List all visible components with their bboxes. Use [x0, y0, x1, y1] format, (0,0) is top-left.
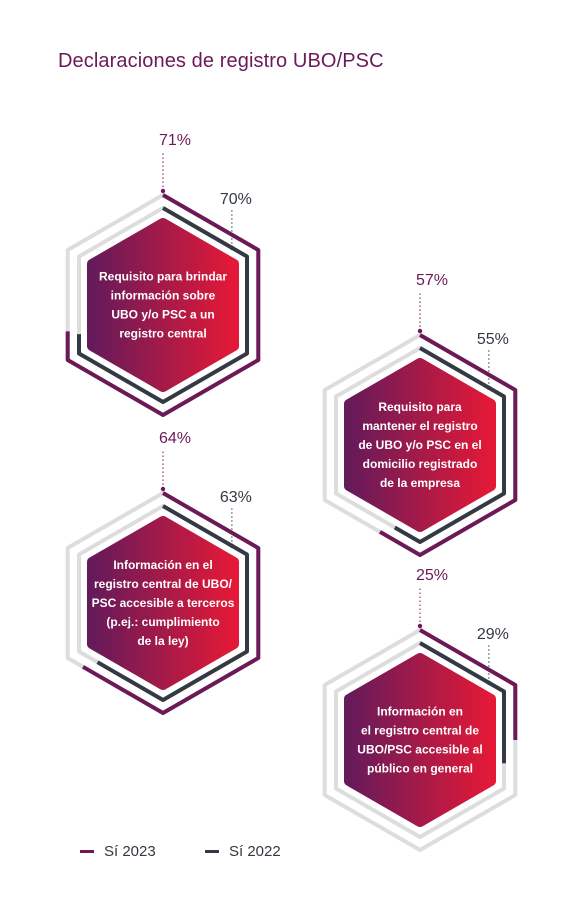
- value-label-2023-1: 71%: [159, 132, 191, 149]
- marker-2022-1: [229, 245, 235, 250]
- category-label-line: registro central: [119, 327, 206, 341]
- legend-label-2023: Sí 2023: [104, 843, 156, 860]
- bar-2022-4: [418, 641, 506, 764]
- marker-2022-3: [229, 543, 235, 548]
- bar-2022-2: [393, 346, 506, 544]
- value-label-2022-3: 63%: [220, 489, 252, 506]
- legend-swatch-2023: [80, 850, 94, 853]
- hexagon-group-2: Requisito para mantener el registro de UBO…: [322, 272, 518, 557]
- category-label-line: de la ley): [137, 634, 188, 648]
- center-hexagon-2: [344, 358, 496, 532]
- center-hexagon-4: [344, 653, 496, 827]
- marker-2023-3: [160, 486, 166, 492]
- category-label-line: información sobre: [111, 289, 216, 303]
- category-label-line: (p.ej.: cumplimiento: [106, 615, 219, 629]
- category-label-line: Información en el: [113, 558, 212, 572]
- value-label-2023-2: 57%: [416, 272, 448, 289]
- hexagon-group-1: Requisito para brindar información sobre U…: [65, 132, 261, 417]
- category-label-line: de UBO y/o PSC en el: [358, 438, 481, 452]
- marker-2023-4: [417, 623, 423, 629]
- category-label-4: Información en el registro central de UBO/…: [357, 705, 482, 776]
- marker-2023-1: [160, 188, 166, 194]
- category-label-line: Información en: [377, 705, 463, 719]
- center-hexagon-1: [87, 218, 239, 392]
- value-label-2023-3: 64%: [159, 430, 191, 447]
- category-label-line: UBO y/o PSC a un: [111, 308, 214, 322]
- category-label-line: Requisito para brindar: [99, 270, 227, 284]
- bar-2023-2: [378, 333, 518, 557]
- hexagon-group-3: Información en el registro central de UBO…: [65, 430, 261, 715]
- marker-2022-4: [486, 680, 492, 685]
- category-label-line: público en general: [367, 762, 473, 776]
- category-label-line: el registro central de: [361, 724, 479, 738]
- legend-label-2022: Sí 2022: [229, 843, 281, 860]
- hexagon-group-4: Información en el registro central de UBO/…: [322, 567, 518, 852]
- category-label-line: UBO/PSC accesible al: [357, 743, 482, 757]
- legend-swatch-2022: [205, 850, 219, 853]
- marker-2022-2: [486, 385, 492, 390]
- center-hexagon-3: [87, 516, 239, 690]
- bar-2023-1: [65, 193, 261, 417]
- legend-item-2023: Sí 2023: [80, 843, 156, 860]
- bar-2023-3: [81, 491, 261, 715]
- chart-title: Declaraciones de registro UBO/PSC: [58, 50, 384, 72]
- legend-item-2022: Sí 2022: [205, 843, 281, 860]
- value-label-2022-1: 70%: [220, 191, 252, 208]
- bar-2023-4: [419, 628, 518, 740]
- value-label-2022-4: 29%: [477, 626, 509, 643]
- category-label-2: Requisito para mantener el registro de UBO…: [358, 400, 481, 490]
- category-label-1: Requisito para brindar información sobre U…: [99, 270, 227, 341]
- category-label-line: de la empresa: [380, 476, 460, 490]
- marker-2023-2: [417, 328, 423, 334]
- category-label-line: domicilio registrado: [363, 457, 478, 471]
- category-label-line: mantener el registro: [362, 419, 477, 433]
- category-label-line: registro central de UBO/: [94, 577, 233, 591]
- value-label-2022-2: 55%: [477, 331, 509, 348]
- category-label-3: Información en el registro central de UBO…: [92, 558, 235, 648]
- value-label-2023-4: 25%: [416, 567, 448, 584]
- category-label-line: Requisito para: [378, 400, 462, 414]
- category-label-line: PSC accesible a terceros: [92, 596, 235, 610]
- bar-2022-3: [96, 504, 249, 702]
